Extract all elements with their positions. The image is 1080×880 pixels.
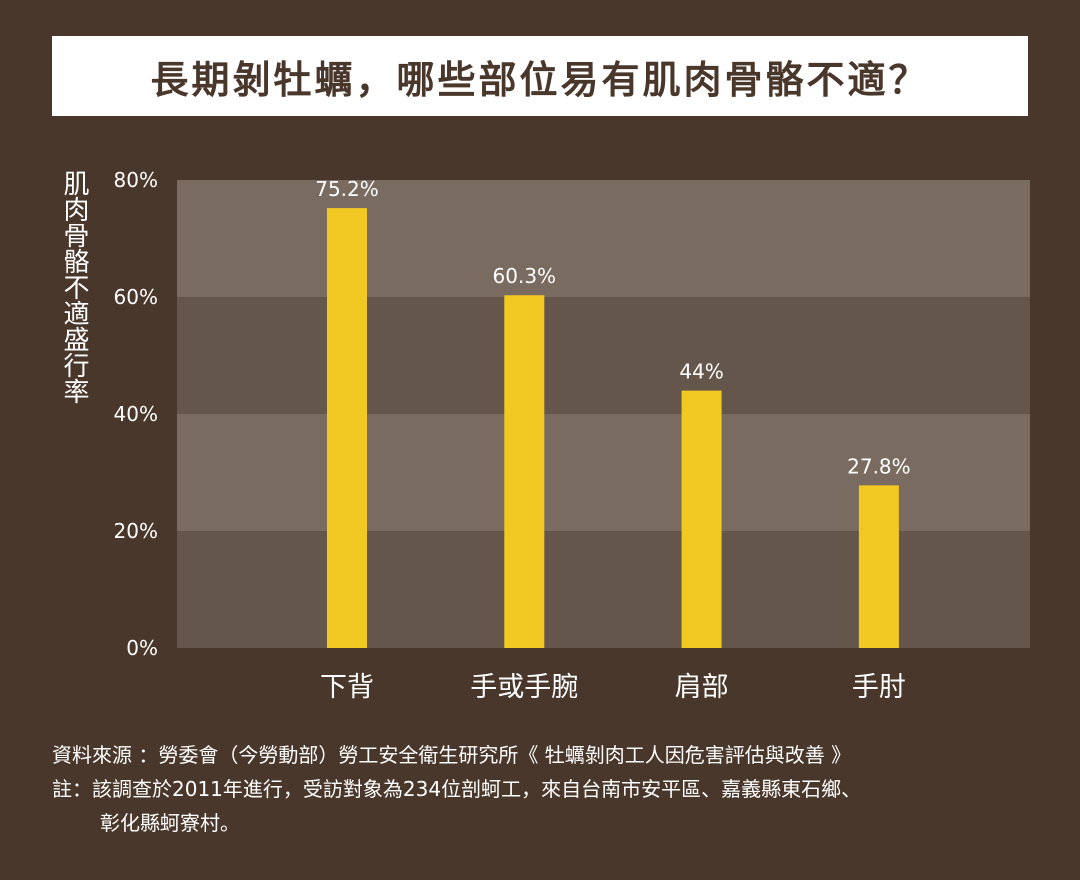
survey-note-continued: 彰化縣蚵寮村。: [100, 811, 240, 835]
data-label: 27.8%: [847, 454, 911, 478]
category-label: 下背: [320, 672, 374, 703]
bar: [681, 390, 722, 648]
title-box: 長期剝牡蠣，哪些部位易有肌肉骨骼不適？: [52, 36, 1028, 116]
source-note: 資料來源 ：勞委會（今勞動部）勞工安全衛生研究所《 牡蠣剝肉工人因危害評估與改善…: [52, 743, 852, 767]
notes: 資料來源 ：勞委會（今勞動部）勞工安全衛生研究所《 牡蠣剝肉工人因危害評估與改善…: [52, 738, 1042, 840]
grid-band: [177, 531, 1030, 648]
data-label: 60.3%: [493, 264, 557, 288]
y-tick-label: 80%: [114, 168, 158, 192]
grid-bands: [177, 180, 1030, 648]
bar: [504, 295, 545, 648]
data-label: 75.2%: [315, 177, 379, 201]
grid-band: [177, 180, 1030, 297]
category-labels: 下背 手或手腕 肩部 手肘: [320, 672, 906, 703]
y-tick-label: 40%: [114, 402, 158, 426]
bar: [858, 485, 899, 648]
category-label: 肩部: [675, 672, 729, 703]
y-tick-label: 20%: [114, 519, 158, 543]
category-label: 手或手腕: [470, 672, 578, 703]
category-label: 手肘: [852, 672, 906, 703]
y-tick-labels: 0% 20% 40% 60% 80%: [114, 168, 158, 660]
bars: [327, 208, 899, 648]
y-tick-label: 0%: [126, 636, 158, 660]
survey-note: 註：該調查於2011年進行，受訪對象為234位剖蚵工，來自台南市安平區、嘉義縣東…: [52, 777, 862, 801]
bar-chart: 0% 20% 40% 60% 80% 75.2% 60.3% 44% 27.8% 下背 手或手腕…: [114, 168, 1030, 703]
y-tick-label: 60%: [114, 285, 158, 309]
y-axis-label: 肌肉骨骼不適盛行率: [59, 170, 89, 404]
data-labels: 75.2% 60.3% 44% 27.8%: [315, 177, 910, 478]
data-label: 44%: [679, 360, 723, 384]
chart-title: 長期剝牡蠣，哪些部位易有肌肉骨骼不適？: [150, 57, 930, 102]
grid-band: [177, 297, 1030, 414]
bar: [327, 208, 367, 648]
